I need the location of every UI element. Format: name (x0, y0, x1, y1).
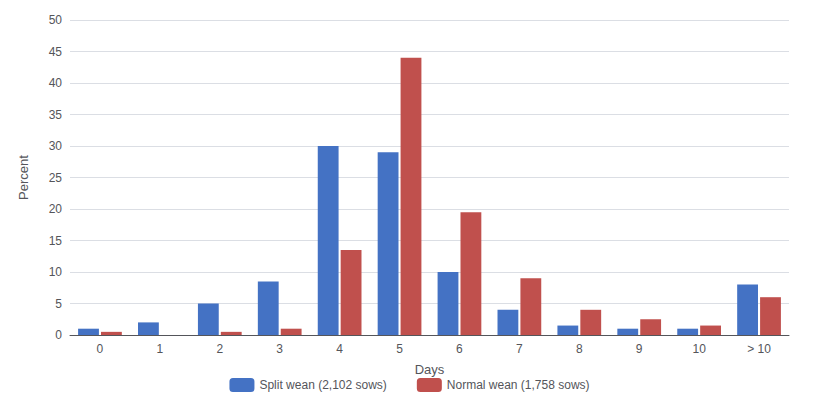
svg-text:9: 9 (636, 342, 643, 356)
svg-text:45: 45 (49, 45, 63, 59)
svg-text:6: 6 (456, 342, 463, 356)
svg-text:25: 25 (49, 171, 63, 185)
svg-text:10: 10 (49, 265, 63, 279)
svg-text:3: 3 (276, 342, 283, 356)
svg-text:> 10: > 10 (747, 342, 771, 356)
svg-text:40: 40 (49, 76, 63, 90)
svg-text:Normal wean (1,758 sows): Normal wean (1,758 sows) (447, 378, 590, 392)
svg-text:5: 5 (396, 342, 403, 356)
svg-text:2: 2 (216, 342, 223, 356)
svg-text:30: 30 (49, 139, 63, 153)
svg-text:20: 20 (49, 202, 63, 216)
svg-text:10: 10 (692, 342, 706, 356)
svg-text:15: 15 (49, 234, 63, 248)
svg-text:35: 35 (49, 108, 63, 122)
svg-text:4: 4 (336, 342, 343, 356)
svg-text:50: 50 (49, 13, 63, 27)
svg-text:0: 0 (55, 328, 62, 342)
svg-text:Percent: Percent (16, 155, 31, 200)
svg-text:1: 1 (157, 342, 164, 356)
svg-text:8: 8 (576, 342, 583, 356)
svg-text:5: 5 (55, 297, 62, 311)
svg-text:7: 7 (516, 342, 523, 356)
svg-text:Days: Days (415, 362, 445, 377)
svg-text:0: 0 (97, 342, 104, 356)
svg-text:Split wean (2,102 sows): Split wean (2,102 sows) (259, 378, 386, 392)
